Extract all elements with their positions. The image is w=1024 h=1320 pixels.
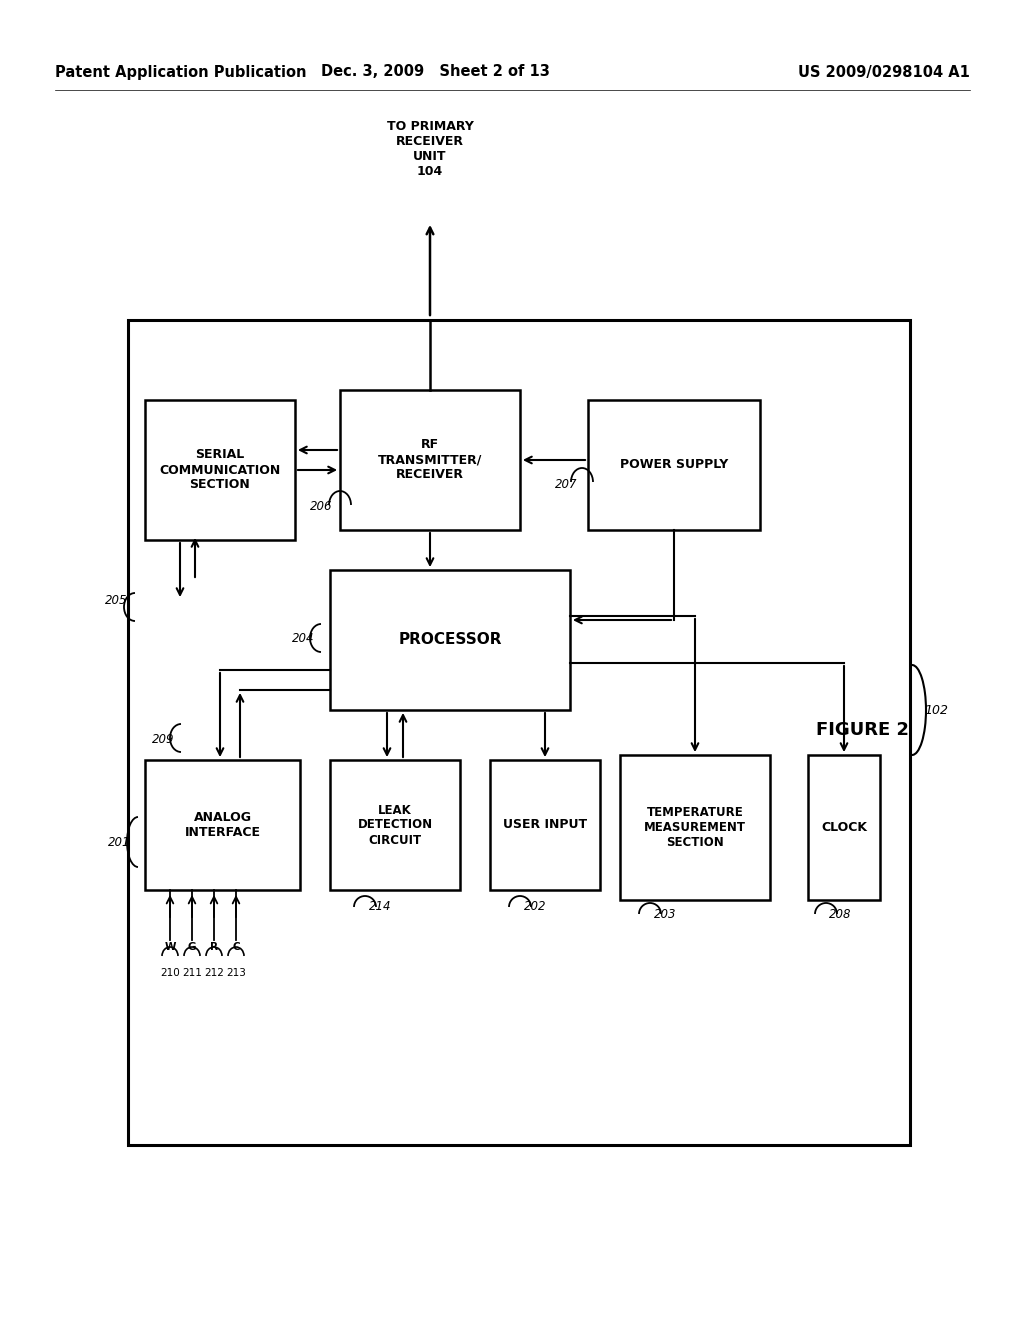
Text: 207: 207 — [555, 478, 577, 491]
Text: 201: 201 — [108, 836, 130, 849]
Text: LEAK
DETECTION
CIRCUIT: LEAK DETECTION CIRCUIT — [357, 804, 432, 846]
Text: USER INPUT: USER INPUT — [503, 818, 587, 832]
Text: TO PRIMARY
RECEIVER
UNIT
104: TO PRIMARY RECEIVER UNIT 104 — [387, 120, 473, 178]
Bar — [128, 319, 910, 1144]
Bar — [145, 400, 295, 540]
Text: G: G — [187, 942, 197, 952]
Text: 212: 212 — [204, 968, 224, 978]
Text: R: R — [210, 942, 218, 952]
Text: SERIAL
COMMUNICATION
SECTION: SERIAL COMMUNICATION SECTION — [160, 449, 281, 491]
Text: ANALOG
INTERFACE: ANALOG INTERFACE — [184, 810, 260, 840]
Text: 102: 102 — [924, 704, 948, 717]
Text: US 2009/0298104 A1: US 2009/0298104 A1 — [798, 65, 970, 79]
Bar — [330, 760, 460, 890]
Bar — [340, 389, 520, 531]
Text: POWER SUPPLY: POWER SUPPLY — [620, 458, 728, 471]
Text: W: W — [164, 942, 176, 952]
Text: 204: 204 — [292, 632, 314, 645]
Bar — [330, 570, 570, 710]
Text: 214: 214 — [369, 900, 391, 913]
Text: 205: 205 — [104, 594, 127, 606]
Bar — [808, 755, 880, 900]
Text: Patent Application Publication: Patent Application Publication — [55, 65, 306, 79]
Bar — [588, 400, 760, 531]
Text: Dec. 3, 2009   Sheet 2 of 13: Dec. 3, 2009 Sheet 2 of 13 — [321, 65, 550, 79]
Bar — [145, 760, 300, 890]
Text: CLOCK: CLOCK — [821, 821, 867, 834]
Text: FIGURE 2: FIGURE 2 — [815, 721, 908, 739]
Text: 210: 210 — [160, 968, 180, 978]
Text: PROCESSOR: PROCESSOR — [398, 632, 502, 648]
Bar — [490, 760, 600, 890]
Text: 206: 206 — [309, 500, 332, 513]
Text: TEMPERATURE
MEASUREMENT
SECTION: TEMPERATURE MEASUREMENT SECTION — [644, 807, 746, 849]
Text: 213: 213 — [226, 968, 246, 978]
Text: RF
TRANSMITTER/
RECEIVER: RF TRANSMITTER/ RECEIVER — [378, 438, 482, 482]
Text: 208: 208 — [828, 908, 851, 921]
Text: C: C — [232, 942, 240, 952]
Text: 211: 211 — [182, 968, 202, 978]
Text: 202: 202 — [523, 900, 546, 913]
Bar — [620, 755, 770, 900]
Text: 209: 209 — [152, 733, 174, 746]
Text: 203: 203 — [653, 908, 676, 921]
